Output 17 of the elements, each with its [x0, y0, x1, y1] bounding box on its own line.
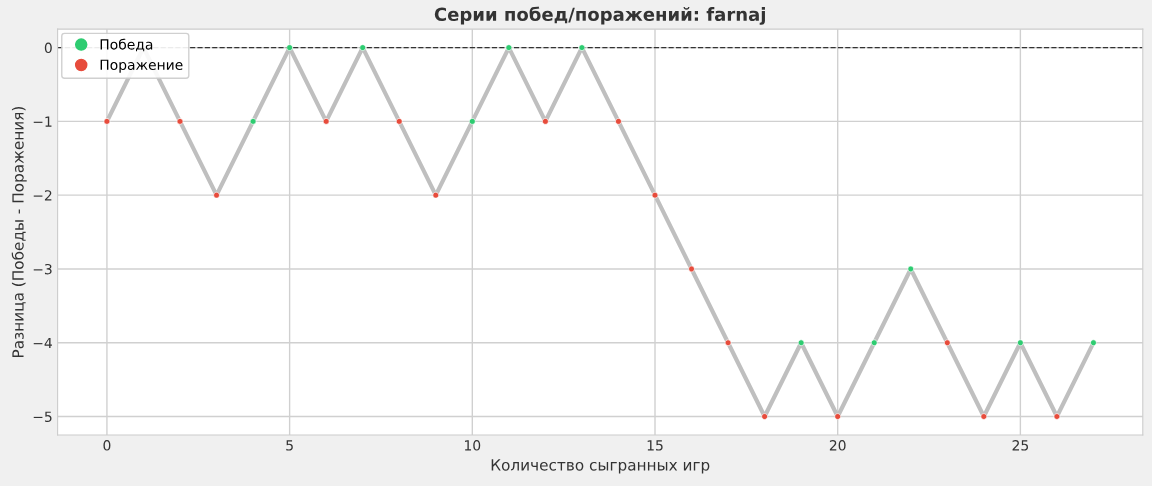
x-tick-label: 5	[286, 440, 293, 451]
y-tick-label: −1	[33, 116, 52, 127]
x-tick-label: 20	[829, 440, 846, 451]
y-tick-label: −4	[33, 337, 52, 349]
y-tick-label: −2	[33, 190, 52, 201]
legend-label: Поражение	[100, 59, 183, 73]
y-axis-title: Разница (Победы - Поражения)	[11, 106, 27, 357]
y-tick-label: −3	[33, 263, 52, 275]
x-tick-label: 0	[103, 440, 111, 451]
x-tick-label: 25	[1012, 440, 1028, 451]
chart-title: Серии побед/поражений: farnaj	[434, 6, 765, 25]
y-tick-label: 0	[44, 42, 52, 54]
x-tick-label: 10	[465, 440, 481, 451]
x-axis-title: Количество сыгранных игр	[491, 459, 710, 474]
x-tick-label: 15	[647, 440, 663, 451]
y-tick-label: −5	[33, 411, 52, 422]
legend-label: Победа	[100, 38, 153, 52]
